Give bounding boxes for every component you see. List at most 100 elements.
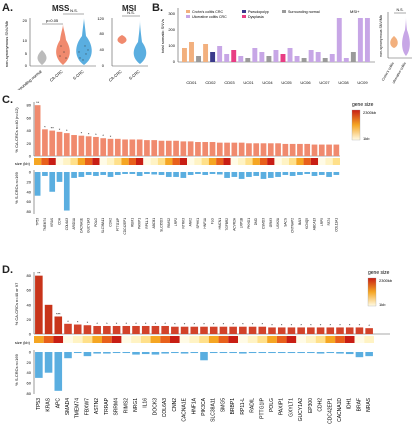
bar-top-CDC42EP1 xyxy=(122,139,128,156)
sig-star: * xyxy=(213,322,215,327)
sig-star: ** xyxy=(37,271,41,276)
legend-cd: Crohn's colitis CRC xyxy=(192,10,223,14)
size-cell-CDC42EP1 xyxy=(121,158,129,165)
bar-top-TGFBR2 xyxy=(224,142,230,156)
gene-label: EP300 xyxy=(308,398,314,413)
gene-label: RIMS2 xyxy=(167,218,171,228)
size-cell-RP11-L xyxy=(238,336,248,343)
bar-top-CNN2 xyxy=(171,326,179,334)
bar-top-GUCY1A2 xyxy=(297,327,305,334)
inset-violin-cd xyxy=(390,36,398,48)
size-cell-IL16 xyxy=(140,336,151,343)
bar-top-PTTG1IP xyxy=(114,138,121,156)
size-cell-NRG1 xyxy=(131,336,141,343)
mss-ytick: 0 xyxy=(25,63,28,68)
size-cell-LRP5 xyxy=(318,158,326,165)
ytick-bottom: 80 xyxy=(27,391,32,396)
patient-label: UC06 xyxy=(300,80,311,85)
sig-star: * xyxy=(66,128,68,133)
bar-top-CACNA1D xyxy=(336,327,344,334)
bar-bottom-TP53 xyxy=(35,352,43,378)
ytick-bottom: 40 xyxy=(27,189,32,194)
size-cell-ANK2 xyxy=(187,158,195,165)
gene-label: NTRK3 xyxy=(181,218,185,229)
bar-top-BAI3 xyxy=(297,143,303,156)
bar-top-RP11-1 xyxy=(144,140,150,156)
d-legend-hi: 2300kb xyxy=(379,278,393,283)
sig-star: * xyxy=(271,322,273,327)
gene-label: SACS xyxy=(283,218,287,227)
gene-label: DMD xyxy=(254,217,258,225)
size-cell-NRAS xyxy=(364,336,374,343)
mss-group-normal: Surrounding normal xyxy=(13,69,43,90)
b-msi-tag: MSI+ xyxy=(350,9,360,14)
b-bar xyxy=(224,54,230,62)
gene-label: HNF1A xyxy=(191,397,197,414)
sig-star: * xyxy=(223,322,225,327)
ytick-top: 80 xyxy=(27,273,32,278)
mss-group-s: S-CRC xyxy=(72,69,85,81)
bar-top-REM1 xyxy=(129,139,136,156)
c-top-ylabel: % CA-CRCs n=40 (n=12) xyxy=(14,107,19,153)
size-cell-PAXIP1 xyxy=(276,336,287,343)
size-cell-GUCY1A2 xyxy=(296,336,306,343)
inset-violin-uc xyxy=(402,16,410,56)
mss-ytick: 10 xyxy=(23,38,28,43)
bar-bottom-CACNA1E xyxy=(180,352,189,354)
gene-label: LRP2 xyxy=(174,218,178,226)
gene-label: SLC38A11 xyxy=(101,218,105,233)
b-bar xyxy=(287,48,293,62)
panel-d-chart: % CA-CRCs n=40 or 97 size (kb) % S-CRCs … xyxy=(14,270,393,424)
gene-label: SRRM4 xyxy=(114,398,120,416)
size-cell-GRM3 xyxy=(267,158,275,165)
size-cell-KCNQ5 xyxy=(303,158,311,165)
bar-top-ANK2 xyxy=(187,141,194,156)
ytick-top: 0 xyxy=(29,154,32,159)
gene-label: BRBP1 xyxy=(230,398,236,415)
sig-star: * xyxy=(359,322,361,327)
bar-top-TP53 xyxy=(35,275,43,334)
size-cell-ABCA13 xyxy=(310,158,319,165)
legend-normal: Surrounding normal xyxy=(288,10,320,14)
gene-label: GXYLT1 xyxy=(288,398,294,417)
gene-label: LRP5 xyxy=(320,218,324,226)
bar-top-SLC38A11 xyxy=(209,326,218,334)
size-cell-REM1 xyxy=(128,158,136,165)
size-cell-BRBP1 xyxy=(228,336,238,343)
gene-label: COL6A3 xyxy=(65,218,69,230)
gene-label: RIMS2 xyxy=(123,398,129,414)
panel-c-label: C. xyxy=(2,94,13,106)
size-cell-GXYLT1 xyxy=(286,336,297,343)
panel-b-label: B. xyxy=(152,2,163,14)
gene-label: FLG xyxy=(211,217,215,224)
bar-top-TRRAP xyxy=(103,325,111,334)
patient-label: CD01 xyxy=(186,80,197,85)
bar-top-GUCY1A3 xyxy=(85,136,92,156)
bar-bottom-ARID1A xyxy=(71,172,77,178)
bar-bottom-PTTG1IP xyxy=(258,352,267,354)
size-cell-TMEM74 xyxy=(72,336,83,343)
gene-label: RADIL xyxy=(250,398,256,413)
gene-label: NRG1 xyxy=(133,398,139,412)
bar-bottom-RADIL xyxy=(248,352,257,354)
gene-label: FAT4 xyxy=(327,218,331,226)
bar-bottom-GXYLT1 xyxy=(287,352,296,354)
gene-label: ABCB1 xyxy=(152,218,156,229)
gene-label: DOCK3 xyxy=(152,398,158,415)
bar-bottom-POLG xyxy=(268,352,276,354)
sig-star: * xyxy=(203,322,205,327)
ytick-bottom: 60 xyxy=(27,199,32,204)
gene-label: KRAS xyxy=(46,397,52,411)
mss-title: MSS xyxy=(52,4,70,13)
sig-star: * xyxy=(116,321,118,326)
gene-label: TMEM74 xyxy=(75,398,81,419)
bar-top-BRAF xyxy=(355,327,364,334)
gene-label: HMCN1 xyxy=(218,218,222,230)
size-cell-SRRM4 xyxy=(111,336,122,343)
bar-top-ABCB1 xyxy=(151,140,158,156)
bar-top-SPHK1 xyxy=(195,142,201,156)
bar-bottom-PKHD1 xyxy=(246,172,252,177)
c-legend-title: gene size xyxy=(352,102,374,108)
gene-label: NRAS xyxy=(366,397,372,412)
b-bar xyxy=(364,18,370,62)
